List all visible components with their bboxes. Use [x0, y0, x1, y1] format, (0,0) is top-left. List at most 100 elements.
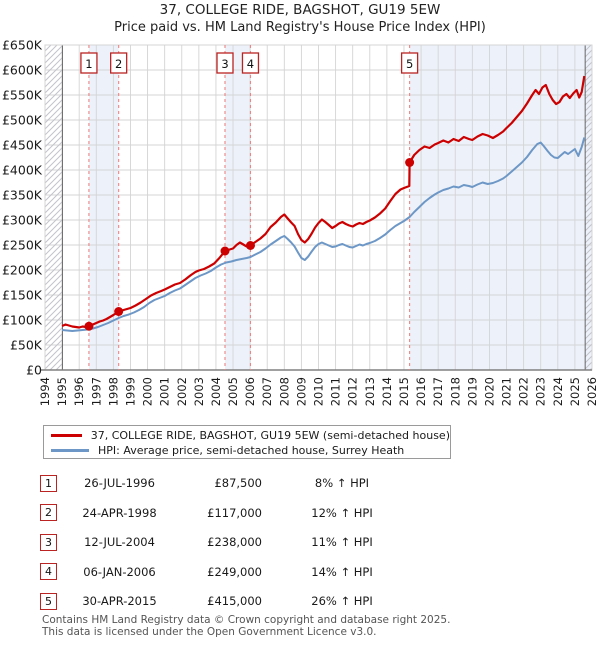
legend-line-swatch: [51, 449, 89, 452]
sale-date: 24-APR-1998: [82, 505, 157, 520]
x-tick-label: 2006: [243, 377, 257, 406]
no-data-hatch: [585, 45, 592, 370]
sale-marker-box: [216, 52, 234, 74]
x-tick-label: 2016: [414, 377, 428, 406]
footer-line-1: Contains HM Land Registry data © Crown c…: [42, 614, 451, 626]
sale-price: £87,500: [214, 476, 262, 490]
y-tick-label: £450K: [2, 138, 43, 153]
page-subtitle: Price paid vs. HM Land Registry's House …: [114, 20, 486, 35]
sale-number-badge: 4: [40, 563, 57, 580]
table-row: 3 12-JUL-2004 £238,000 11% ↑ HPI: [40, 533, 480, 551]
x-tick-label: 1999: [123, 377, 137, 406]
ownership-band: [224, 45, 251, 370]
sale-date: 26-JUL-1996: [84, 476, 155, 490]
sale-vs-hpi: 11% ↑ HPI: [311, 535, 373, 549]
x-tick-label: 1996: [72, 377, 86, 406]
x-tick-label: 1994: [38, 377, 52, 406]
x-tick-label: 2021: [500, 377, 514, 406]
x-tick-label: 2024: [551, 377, 565, 406]
sale-vs-hpi: 26% ↑ HPI: [311, 594, 373, 608]
chart-legend: 37, COLLEGE RIDE, BAGSHOT, GU19 5EW (sem…: [43, 425, 451, 459]
sale-price: £249,000: [207, 564, 262, 579]
sale-marker-box: [80, 52, 98, 74]
x-tick-label: 2011: [329, 377, 343, 406]
x-tick-label: 1995: [55, 377, 69, 406]
sale-marker-number: 5: [406, 57, 413, 71]
legend-label: 37, COLLEGE RIDE, BAGSHOT, GU19 5EW (sem…: [90, 429, 450, 442]
y-tick-label: £200K: [2, 263, 43, 278]
x-tick-label: 2022: [517, 377, 531, 406]
legend-item-property: 37, COLLEGE RIDE, BAGSHOT, GU19 5EW (sem…: [51, 428, 450, 443]
sale-date: 12-JUL-2004: [84, 535, 155, 549]
no-data-hatch: [45, 45, 63, 370]
x-tick-label: 2001: [158, 377, 172, 406]
x-tick-label: 2004: [209, 377, 223, 406]
sale-number-badge: 1: [40, 474, 57, 492]
sale-marker-box: [241, 52, 260, 74]
x-tick-label: 2015: [397, 377, 411, 406]
sale-point-dot: [245, 241, 255, 250]
sale-date: 06-JAN-2006: [83, 564, 156, 579]
x-tick-label: 2010: [312, 377, 326, 406]
x-tick-label: 2020: [482, 377, 496, 406]
y-tick-label: £0: [26, 363, 42, 378]
sale-marker-box: [110, 52, 128, 74]
y-tick-label: £500K: [2, 113, 43, 128]
sale-marker-number: 4: [247, 57, 254, 71]
table-row: 1 26-JUL-1996 £87,500 8% ↑ HPI: [40, 474, 480, 492]
sale-marker-box: [400, 52, 419, 74]
x-tick-label: 2012: [346, 377, 360, 406]
sale-point-dot: [114, 307, 124, 316]
x-tick-label: 2026: [585, 377, 599, 406]
x-tick-label: 2000: [141, 377, 155, 406]
x-tick-label: 2007: [260, 377, 274, 406]
y-tick-label: £300K: [2, 213, 43, 228]
table-row: 2 24-APR-1998 £117,000 12% ↑ HPI: [40, 504, 480, 522]
x-tick-label: 2017: [431, 377, 445, 406]
x-tick-label: 2013: [363, 377, 377, 406]
x-tick-label: 2009: [294, 377, 308, 406]
sale-price: £238,000: [207, 535, 262, 549]
y-tick-label: £550K: [2, 88, 43, 103]
sale-marker-number: 1: [85, 57, 92, 71]
hpi-line: [62, 137, 586, 332]
table-row: 4 06-JAN-2006 £249,000 14% ↑ HPI: [40, 563, 480, 581]
x-tick-label: 2014: [380, 377, 394, 406]
x-tick-label: 1997: [89, 377, 103, 406]
sale-price: £117,000: [207, 505, 262, 520]
sale-marker-number: 3: [221, 57, 228, 71]
x-tick-label: 2019: [465, 377, 479, 406]
y-tick-label: £100K: [2, 313, 43, 328]
y-tick-label: £250K: [2, 238, 43, 253]
sales-table: 1 26-JUL-1996 £87,500 8% ↑ HPI 2 24-APR-1998 £…: [40, 474, 480, 622]
sale-marker-number: 2: [115, 57, 122, 71]
x-tick-label: 2023: [534, 377, 548, 406]
x-tick-label: 2002: [175, 377, 189, 406]
x-tick-label: 2003: [192, 377, 206, 406]
sale-vs-hpi: 8% ↑ HPI: [314, 476, 370, 490]
y-tick-label: £150K: [2, 288, 43, 303]
sale-number-badge: 2: [40, 504, 57, 521]
license-footer: Contains HM Land Registry data © Crown c…: [42, 614, 582, 638]
sale-vs-hpi: 12% ↑ HPI: [311, 505, 373, 520]
ownership-band: [409, 45, 592, 370]
sale-date: 30-APR-2015: [82, 594, 157, 608]
y-tick-label: £50K: [10, 338, 43, 353]
legend-line-swatch: [51, 434, 82, 437]
x-tick-label: 2025: [568, 377, 582, 406]
x-tick-label: 2018: [448, 377, 462, 406]
sale-number-badge: 5: [40, 592, 57, 610]
legend-item-hpi: HPI: Average price, semi-detached house,…: [51, 443, 450, 458]
property-price-line: [61, 75, 586, 329]
table-row: 5 30-APR-2015 £415,000 26% ↑ HPI: [40, 592, 480, 610]
y-tick-label: £350K: [2, 188, 43, 203]
x-tick-label: 2008: [277, 377, 291, 406]
page-title: 37, COLLEGE RIDE, BAGSHOT, GU19 5EW: [159, 2, 441, 18]
sale-point-dot: [220, 246, 230, 256]
y-tick-label: £600K: [2, 63, 43, 78]
footer-line-2: This data is licensed under the Open Gov…: [42, 626, 377, 638]
sale-vs-hpi: 14% ↑ HPI: [311, 564, 373, 579]
x-tick-label: 2005: [226, 377, 240, 406]
